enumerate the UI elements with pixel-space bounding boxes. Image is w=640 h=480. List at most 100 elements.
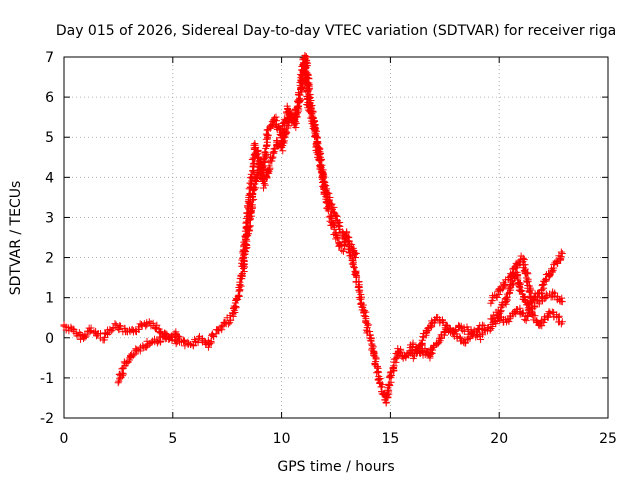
data-point	[115, 326, 123, 334]
data-point	[317, 156, 325, 164]
data-point	[360, 312, 368, 320]
data-point	[145, 318, 153, 326]
data-point	[535, 300, 543, 308]
data-point	[349, 248, 357, 256]
data-point	[246, 174, 254, 182]
data-point	[301, 55, 309, 63]
data-point	[500, 281, 508, 289]
data-point	[435, 338, 443, 346]
data-point	[307, 97, 315, 105]
data-point	[392, 358, 400, 366]
data-point	[352, 254, 360, 262]
data-point	[234, 291, 242, 299]
data-point	[522, 270, 530, 278]
data-point	[129, 351, 137, 359]
data-point	[527, 286, 535, 294]
data-point	[240, 238, 248, 246]
data-point	[522, 317, 530, 325]
y-tick-label: 3	[45, 210, 54, 226]
data-point	[334, 235, 342, 243]
data-point	[358, 293, 366, 301]
data-point	[355, 286, 363, 294]
data-point	[486, 326, 494, 334]
data-point	[393, 354, 401, 362]
data-point	[135, 325, 143, 333]
x-tick-label: 25	[599, 431, 617, 447]
data-point	[519, 254, 527, 262]
data-point	[557, 248, 565, 256]
data-point	[245, 185, 253, 193]
data-point	[540, 281, 548, 289]
data-point	[181, 342, 189, 350]
data-point	[385, 388, 393, 396]
data-point	[377, 383, 385, 391]
data-point	[237, 271, 245, 279]
data-point	[218, 323, 226, 331]
data-point	[70, 326, 78, 334]
data-point	[244, 197, 252, 205]
data-point	[368, 344, 376, 352]
data-point	[297, 84, 305, 92]
data-point	[153, 339, 161, 347]
data-point	[530, 293, 538, 301]
data-point	[111, 320, 119, 328]
data-point	[348, 260, 356, 268]
data-point	[350, 263, 358, 271]
data-point	[293, 103, 301, 111]
data-point	[477, 336, 485, 344]
data-point	[460, 327, 468, 335]
data-point	[437, 334, 445, 342]
data-point	[268, 154, 276, 162]
y-tick-labels: -2 -1 0 1 2 3 4 5 6 7	[40, 50, 54, 427]
data-point	[123, 359, 131, 367]
data-point	[512, 310, 520, 318]
x-tick-label: 20	[490, 431, 508, 447]
data-point	[258, 171, 266, 179]
data-point	[296, 91, 304, 99]
y-tick-label: -1	[40, 371, 54, 387]
data-point	[237, 282, 245, 290]
data-point	[374, 368, 382, 376]
data-point	[269, 148, 277, 156]
data-point	[116, 322, 124, 330]
data-point	[254, 146, 262, 154]
data-point	[496, 317, 504, 325]
data-point	[229, 312, 237, 320]
data-point	[520, 256, 528, 264]
plot-frame	[63, 56, 609, 419]
data-point	[503, 294, 511, 302]
data-point	[108, 327, 116, 335]
data-point	[232, 304, 240, 312]
data-point	[82, 332, 90, 340]
data-point	[236, 287, 244, 295]
x-tick-label: 0	[60, 431, 69, 447]
data-point	[315, 155, 323, 163]
data-point	[259, 162, 267, 170]
data-point	[363, 327, 371, 335]
data-point	[313, 142, 321, 150]
data-point	[550, 264, 558, 272]
data-point	[319, 178, 327, 186]
data-point	[534, 290, 542, 298]
data-point	[239, 247, 247, 255]
y-tick-label: 5	[45, 130, 54, 146]
data-point	[259, 184, 267, 192]
data-point	[139, 342, 147, 350]
data-point	[351, 249, 359, 257]
data-point	[114, 379, 122, 387]
data-point	[279, 138, 287, 146]
y-tick-label: 1	[45, 291, 54, 307]
data-point	[421, 345, 429, 353]
data-point	[227, 316, 235, 324]
data-point	[274, 142, 282, 150]
data-point	[243, 209, 251, 217]
data-point	[335, 222, 343, 230]
data-point	[352, 250, 360, 258]
data-point	[231, 308, 239, 316]
y-tick-label: 4	[45, 170, 54, 186]
data-point	[479, 331, 487, 339]
data-point	[367, 337, 375, 345]
data-point	[518, 310, 526, 318]
